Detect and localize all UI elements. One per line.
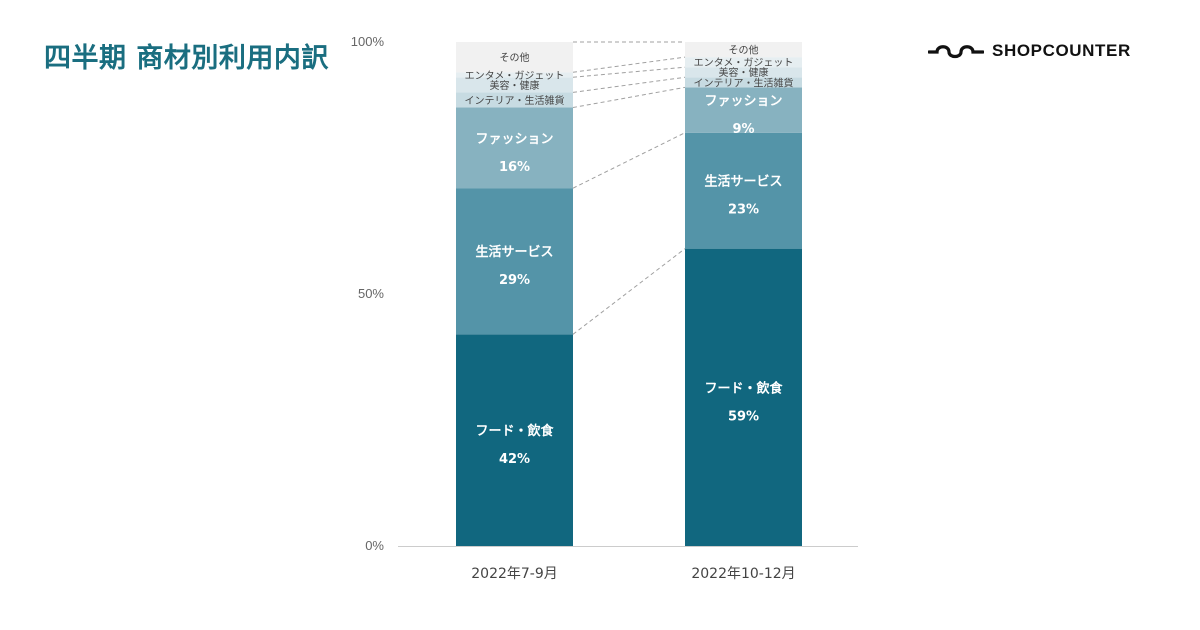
bar-segment [456, 107, 573, 189]
segment-label: 生活サービス [704, 174, 782, 190]
connector-line [572, 56, 686, 73]
bar-segment [685, 77, 802, 88]
bar-segment [685, 42, 802, 58]
segment-label-small: エンタメ・ガジェット [694, 57, 794, 69]
bar-segment [456, 42, 573, 73]
segment-value: 29% [499, 273, 530, 288]
segment-label-small: エンタメ・ガジェット [465, 70, 565, 82]
connector-line [572, 86, 686, 109]
segment-value: 23% [728, 203, 759, 218]
y-tick-label: 100% [351, 34, 385, 49]
connector-line [572, 66, 686, 78]
segment-label: 生活サービス [475, 244, 553, 260]
bar-segment [685, 248, 802, 546]
segment-value: 16% [499, 160, 530, 175]
connector-line [572, 132, 686, 189]
segment-label-small: 美容・健康 [490, 79, 540, 92]
bar-segment [685, 67, 802, 78]
bar-segment [456, 92, 573, 108]
brand-logo: SHOPCOUNTER [928, 40, 1131, 62]
segment-label: フード・飲食 [475, 423, 554, 439]
segment-label: ファッション [475, 132, 553, 147]
segment-value: 59% [728, 409, 759, 424]
brand-name: SHOPCOUNTER [992, 41, 1131, 60]
segment-value: 42% [499, 452, 530, 467]
bar-segment [456, 334, 573, 546]
segment-label-small: 美容・健康 [719, 66, 769, 79]
segment-label-small: その他 [500, 51, 530, 64]
connector-line [572, 76, 686, 93]
bar-segment [685, 132, 802, 249]
segment-label-small: その他 [729, 44, 759, 57]
y-tick-label: 0% [365, 538, 384, 553]
bar-segment [456, 188, 573, 335]
segment-label-small: インテリア・生活雑貨 [465, 94, 565, 107]
wave-link-icon [928, 45, 984, 59]
segment-label: フード・飲食 [704, 380, 783, 396]
connector-line [572, 248, 686, 335]
segment-value: 9% [732, 122, 754, 137]
bar-segment [685, 57, 802, 68]
segment-label-small: インテリア・生活雑貨 [694, 76, 794, 89]
x-category-label: 2022年7-9月 [471, 566, 558, 582]
bar-segment [456, 77, 573, 93]
bar-segment [456, 72, 573, 78]
y-tick-label: 50% [358, 286, 384, 301]
x-category-label: 2022年10-12月 [691, 566, 795, 582]
page-title: 四半期 商材別利用内訳 [44, 43, 329, 74]
bar-segment [685, 87, 802, 133]
segment-label: ファッション [704, 94, 782, 109]
